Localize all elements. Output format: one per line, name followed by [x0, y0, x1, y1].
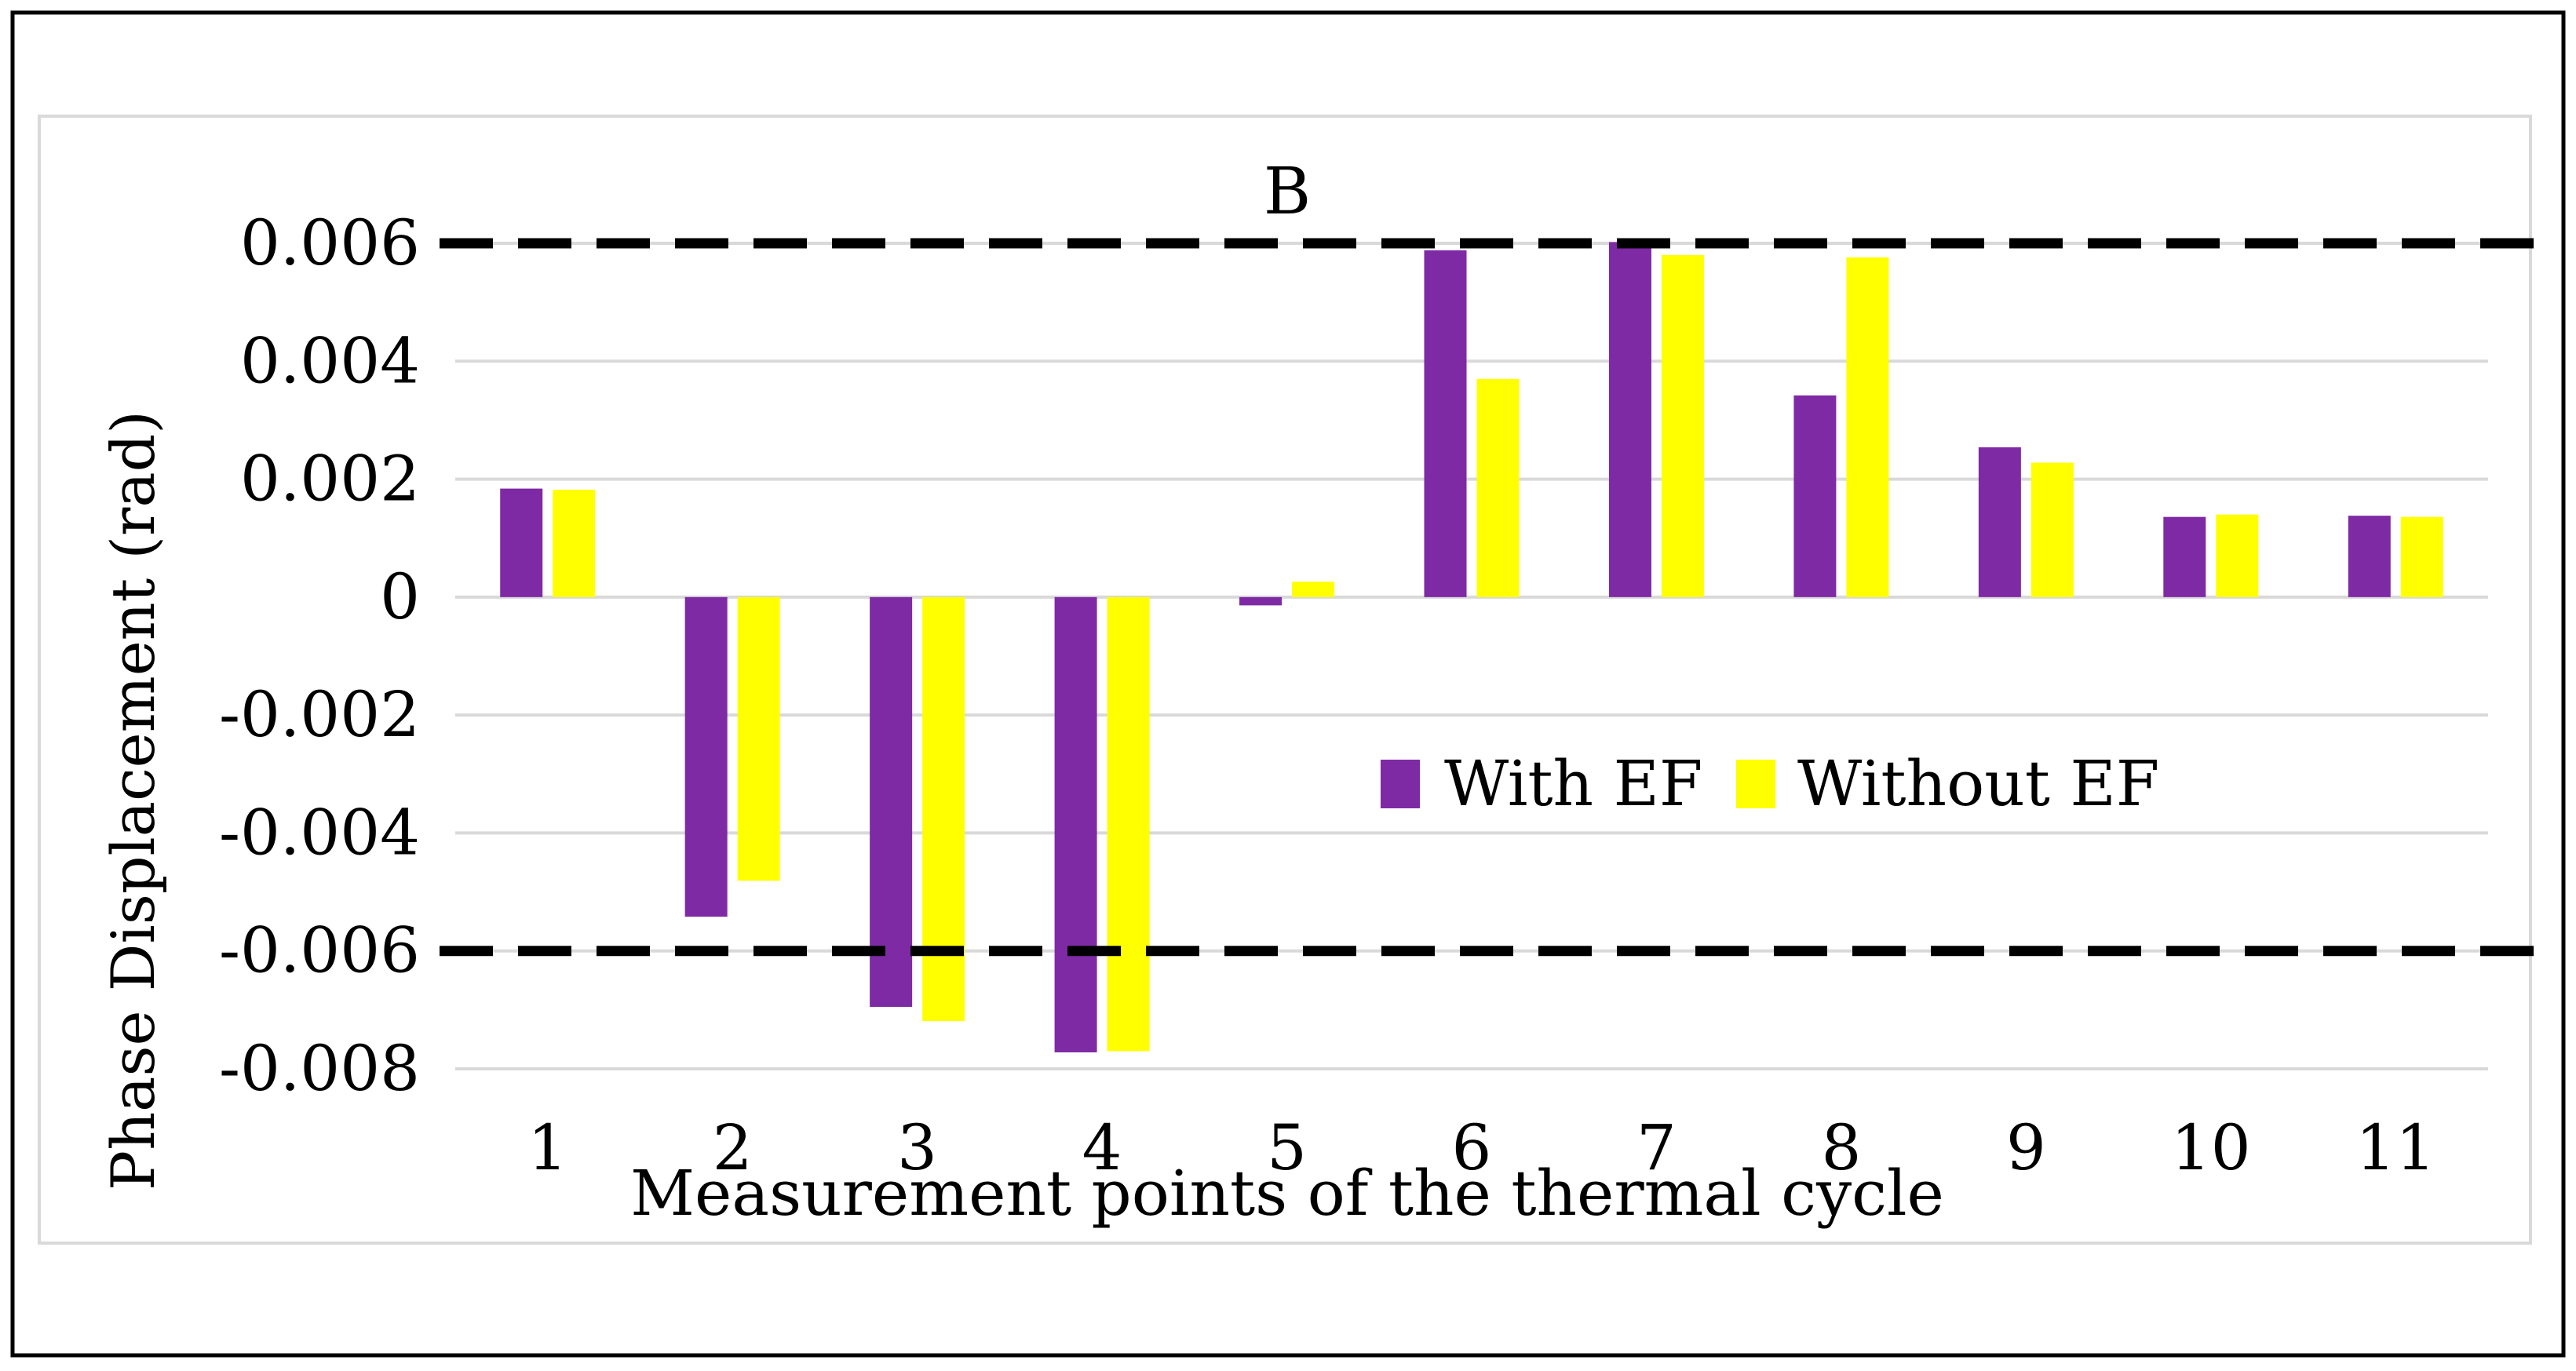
bar-with-ef-point-3 [870, 596, 913, 1008]
y-tick-label: 0.004 [240, 324, 420, 397]
y-tick-label: -0.008 [219, 1032, 420, 1105]
bar-without-ef-point-5 [1292, 582, 1335, 597]
y-tick-label: 0.002 [240, 443, 420, 516]
x-tick-label: 2 [713, 1111, 753, 1184]
legend-label-without-ef: Without EF [1797, 747, 2159, 820]
legend: With EF Without EF [1381, 747, 2159, 820]
y-tick-label: 0 [380, 560, 420, 633]
x-tick-label: 3 [897, 1111, 937, 1184]
bar-without-ef-point-2 [737, 596, 780, 881]
x-tick-label: 4 [1082, 1111, 1122, 1184]
y-tick-label: -0.002 [219, 678, 420, 751]
x-tick-label: 5 [1267, 1111, 1307, 1184]
bar-with-ef-point-2 [684, 596, 728, 917]
bar-with-ef-point-8 [1793, 395, 1837, 597]
bar-without-ef-point-3 [922, 596, 965, 1022]
bar-with-ef-point-10 [2163, 516, 2206, 597]
outer-frame [10, 10, 2566, 1358]
x-tick-label: 8 [1821, 1111, 1861, 1184]
bar-with-ef-point-5 [1239, 596, 1283, 606]
bar-without-ef-point-4 [1107, 596, 1150, 1052]
y-tick-label: 0.006 [240, 206, 420, 279]
bar-with-ef-point-4 [1054, 596, 1097, 1052]
x-tick-label: 9 [2006, 1111, 2046, 1184]
bar-without-ef-point-1 [553, 490, 596, 597]
bar-with-ef-point-11 [2348, 516, 2391, 597]
bar-without-ef-point-6 [1476, 378, 1520, 597]
x-axis-label: Measurement points of the thermal cycle [630, 1157, 1944, 1230]
legend-label-with-ef: With EF [1444, 747, 1702, 820]
x-tick-labels: 1 2 3 4 5 6 7 8 9 10 11 [527, 1111, 2436, 1184]
bar-without-ef-point-8 [1846, 257, 1889, 597]
x-tick-label: 11 [2355, 1111, 2436, 1184]
y-tick-label: -0.004 [219, 796, 420, 869]
bar-with-ef-point-9 [1978, 447, 2021, 597]
reference-lines [440, 238, 2551, 957]
x-tick-label: 10 [2171, 1111, 2251, 1184]
chart-title: B [1264, 155, 1311, 229]
y-tick-labels: 0.006 0.004 0.002 0 -0.002 -0.004 -0.006 -0.008 [219, 206, 420, 1105]
x-tick-label: 1 [527, 1111, 567, 1184]
legend-swatch-with-ef [1381, 760, 1420, 808]
bar-without-ef-point-9 [2031, 462, 2074, 597]
y-tick-label: -0.006 [219, 914, 420, 987]
x-tick-label: 7 [1636, 1111, 1677, 1184]
bar-with-ef-point-6 [1424, 250, 1467, 597]
chart-area-border [38, 115, 2532, 1245]
legend-swatch-without-ef [1736, 760, 1775, 808]
bar-without-ef-point-7 [1661, 255, 1704, 597]
y-axis-label: Phase Displacement (rad) [98, 410, 168, 1191]
bar-without-ef-point-10 [2216, 514, 2259, 597]
bar-without-ef-point-11 [2400, 516, 2443, 597]
x-tick-label: 6 [1452, 1111, 1492, 1184]
bar-with-ef-point-1 [500, 488, 543, 597]
bar-with-ef-point-7 [1608, 242, 1651, 597]
